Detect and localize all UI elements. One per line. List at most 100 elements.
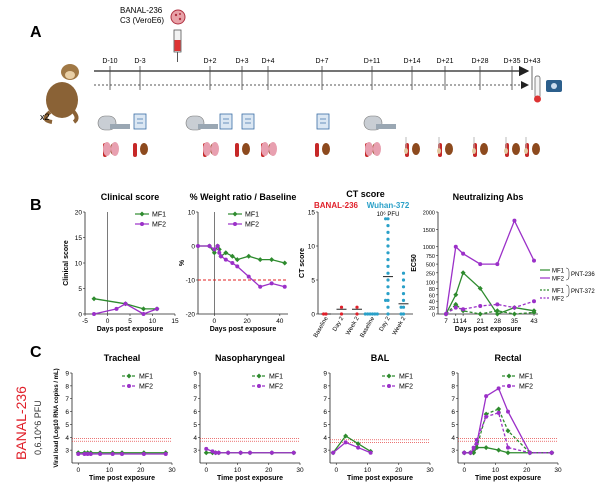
inoculum-label: BANAL-236 C3 (VeroE6) [120, 6, 164, 25]
lung-right [373, 142, 381, 156]
ct-point [386, 312, 389, 315]
x-tick-label: 20 [265, 467, 273, 474]
scanner-bed [110, 124, 130, 129]
ct-point [386, 224, 389, 227]
scale-icon [546, 80, 562, 92]
category-label: Baseline [360, 315, 377, 339]
data-point [270, 451, 274, 455]
data-point [258, 285, 262, 289]
legend-marker [127, 384, 131, 388]
data-point [248, 451, 252, 455]
y-tick-label: 1500 [423, 228, 435, 234]
data-point [478, 262, 482, 266]
y-tick-label: 7 [451, 396, 455, 403]
x-tick-label: 10 [492, 467, 500, 474]
chart-nasopharyngeal: Nasopharyngeal34567890 10 20 30Time post ex… [193, 353, 304, 482]
legend-bracket [566, 285, 569, 297]
lung-right [269, 142, 277, 156]
data-point [141, 306, 146, 311]
y-tick-label: 3 [193, 448, 197, 455]
data-point [212, 247, 216, 251]
ct-point [386, 244, 389, 247]
stool-drop [512, 143, 520, 155]
y-tick-label: 10 [188, 210, 196, 217]
ct-point [340, 306, 343, 309]
ct-point [402, 285, 405, 288]
x-tick-label: 20 [523, 467, 531, 474]
data-point [226, 451, 230, 455]
legend-label: MF2 [152, 222, 166, 229]
animal-count: x2 [40, 112, 50, 122]
data-point [506, 450, 511, 455]
y-tick-label: 5 [311, 278, 315, 285]
lungs-icon [203, 142, 219, 156]
legend-label: MF2 [269, 384, 283, 391]
swab-tip [524, 148, 528, 154]
x-tick-label: 7 [444, 318, 448, 325]
stool-icon [140, 143, 148, 155]
data-point [497, 386, 501, 390]
x-axis-label: Time post exposure [347, 475, 413, 482]
stool-drop [480, 143, 488, 155]
data-point [92, 312, 96, 316]
legend-marker [233, 222, 237, 226]
y-tick-label: 7 [193, 396, 197, 403]
sample-tube-icon [133, 143, 137, 157]
data-point [496, 448, 501, 453]
x-tick-label: 15 [171, 318, 179, 325]
y-tick-label: 3 [65, 448, 69, 455]
y-tick-label: 6 [451, 409, 455, 416]
x-tick-label: 14 [459, 318, 467, 325]
legend-label: MF2 [552, 297, 565, 303]
data-point [512, 312, 517, 317]
ct-point [386, 306, 389, 309]
category-label: Week 2 [345, 315, 361, 336]
clipboard-body [134, 114, 146, 129]
clipboard-icon [317, 114, 329, 129]
data-point [269, 257, 274, 262]
x-tick-label: 28 [494, 318, 502, 325]
data-point [478, 304, 482, 308]
data-point [120, 452, 124, 456]
category-label: Week 2 [392, 315, 408, 336]
data-point [224, 258, 228, 262]
y-tick-label: 500 [426, 263, 435, 269]
data-point [469, 451, 473, 455]
chart-tracheal: Tracheal34567890 10 20 30Time post exposure… [54, 353, 176, 482]
y-tick-label: 8 [323, 383, 327, 390]
scanner-bed [198, 124, 218, 129]
series-line-mf2 [446, 221, 534, 314]
data-point [497, 411, 501, 415]
day-label: D+4 [261, 58, 274, 65]
x-tick-label: 30 [426, 467, 434, 474]
ct-point [355, 312, 358, 315]
x-tick-label: 21 [477, 318, 485, 325]
legend-marker [127, 374, 132, 379]
category-label: Baseline [313, 315, 330, 339]
ct-point [384, 217, 387, 220]
y-tick-label: 8 [65, 383, 69, 390]
y-tick-label: 750 [426, 254, 435, 260]
data-point [270, 281, 274, 285]
x-tick-label: -5 [82, 318, 88, 325]
ct-point [402, 278, 405, 281]
y-tick-label: 4 [65, 435, 69, 442]
legend-label: MF1 [552, 289, 565, 295]
chart-bal: BAL34567890 10 20 30Time post exposureMF1MF… [323, 353, 434, 482]
day-label: D+35 [504, 58, 521, 65]
ct-point [386, 292, 389, 295]
data-point [247, 275, 251, 279]
stool-icon [322, 143, 330, 155]
y-tick-label: 100 [426, 281, 435, 287]
x-tick-label: 0 [76, 467, 80, 474]
legend-marker [507, 374, 512, 379]
clipboard-icon [242, 114, 254, 129]
tube-body [315, 143, 319, 157]
y-tick-label: 0 [311, 312, 315, 319]
legend-label: MF1 [245, 212, 259, 219]
data-point [207, 244, 211, 248]
data-point [235, 264, 239, 268]
x-tick-label: 10 [234, 467, 242, 474]
timeline-sample-icons [98, 114, 540, 157]
x-tick-label: 43 [530, 318, 538, 325]
